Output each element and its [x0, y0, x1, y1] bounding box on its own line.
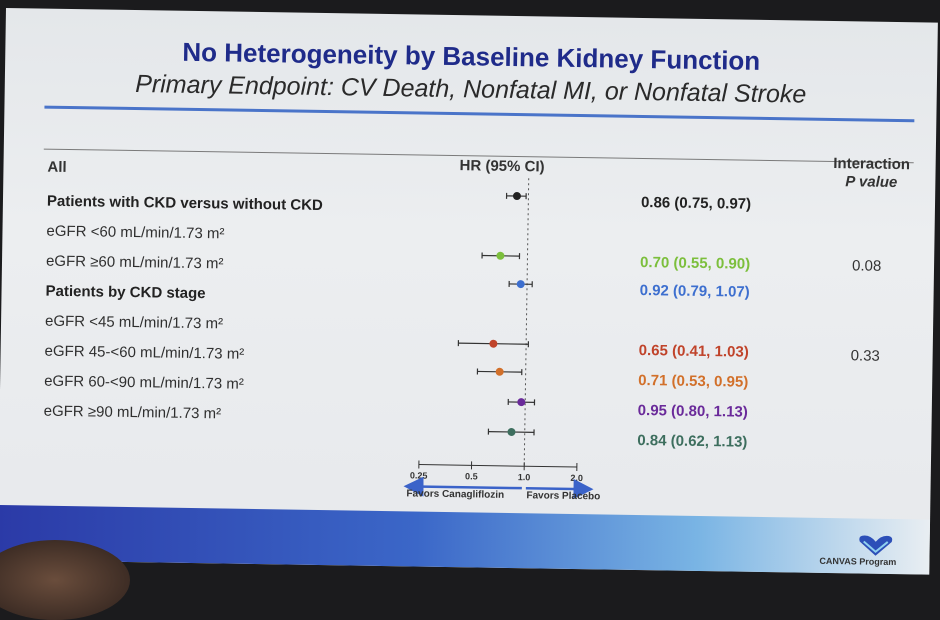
- hr-point-0: [513, 192, 521, 200]
- hr-point-3: [489, 340, 497, 348]
- x-tick-label-3: 2.0: [570, 473, 583, 483]
- hr-point-2: [517, 280, 525, 288]
- x-tick-label-2: 1.0: [518, 472, 531, 482]
- logo-text: CANVAS Program: [819, 556, 896, 567]
- x-tick-label-0: 0.25: [410, 470, 428, 480]
- slide: No Heterogeneity by Baseline Kidney Func…: [0, 8, 938, 575]
- hr-point-4: [496, 368, 504, 376]
- favors-right-arrow: [526, 488, 589, 489]
- hr-point-6: [507, 428, 515, 436]
- hr-point-1: [496, 252, 504, 260]
- canvas-heart-logo-icon: [855, 533, 895, 558]
- forest-plot: 0.25 0.5 1.0 2.0: [0, 8, 938, 523]
- favors-left-label: Favors Canagliflozin: [406, 488, 504, 501]
- hr-point-5: [517, 398, 525, 406]
- x-tick-label-1: 0.5: [465, 471, 478, 481]
- reference-line: [524, 178, 529, 466]
- favors-right-label: Favors Placebo: [526, 490, 600, 502]
- x-axis-line: [419, 465, 577, 467]
